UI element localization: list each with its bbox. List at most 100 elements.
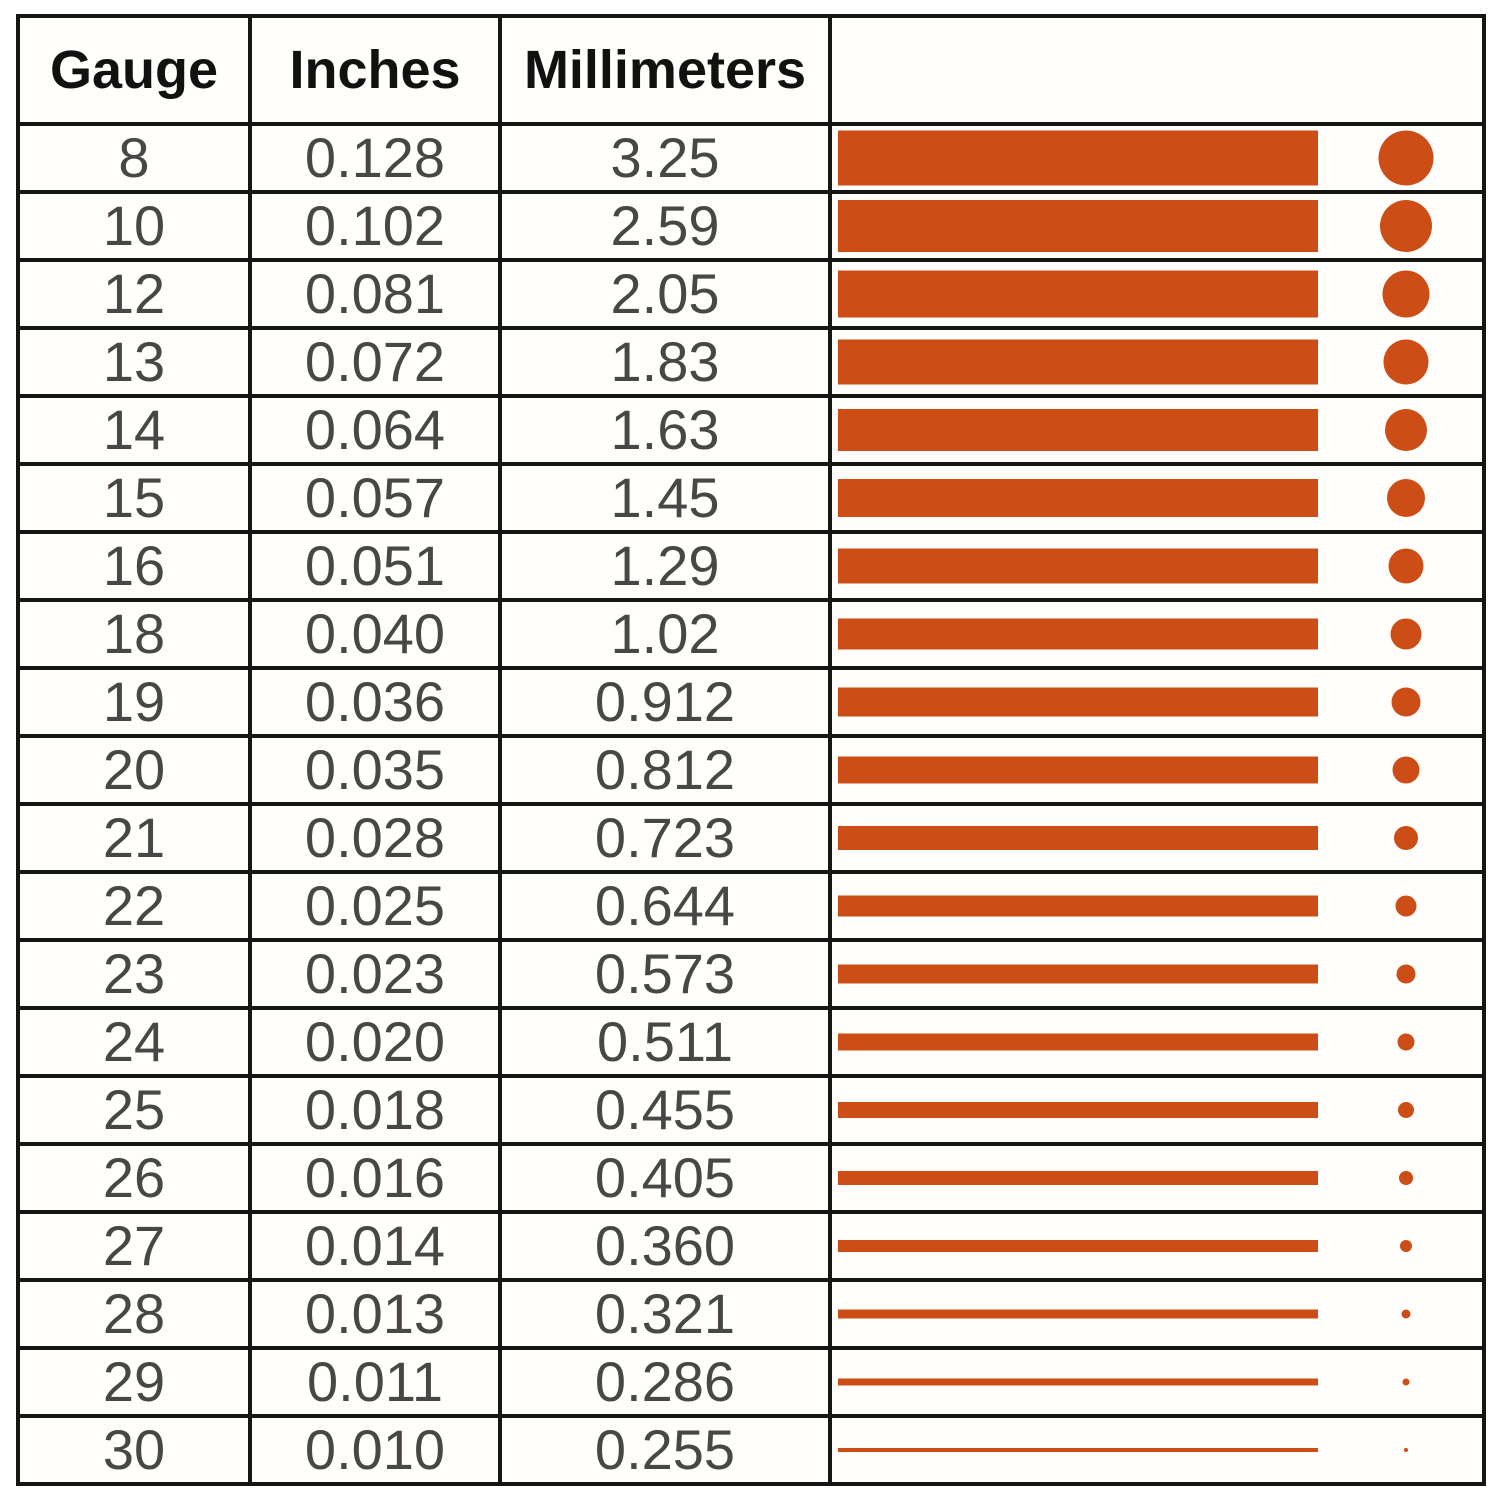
table-row: 15 0.057 1.45 [20,462,1482,530]
millimeters-value: 0.405 [502,1146,832,1210]
inches-value: 0.023 [252,942,502,1006]
millimeters-value: 2.59 [502,194,832,258]
wire-size-visual [832,942,1482,1006]
column-header-millimeters: Millimeters [502,18,832,122]
inches-value: 0.051 [252,534,502,598]
wire-cross-section-dot [1402,1378,1410,1386]
gauge-value: 30 [20,1418,252,1482]
wire-cross-section-dot [1399,1171,1413,1185]
wire-cross-section-dot [1378,130,1434,186]
wire-size-visual [832,1418,1482,1482]
millimeters-value: 0.455 [502,1078,832,1142]
wire-size-visual [832,466,1482,530]
table-row: 14 0.064 1.63 [20,394,1482,462]
table-row: 23 0.023 0.573 [20,938,1482,1006]
inches-value: 0.064 [252,398,502,462]
millimeters-value: 1.63 [502,398,832,462]
wire-cross-section-dot [1400,1240,1412,1252]
wire-thickness-bar [838,130,1318,186]
inches-value: 0.010 [252,1418,502,1482]
wire-thickness-bar [838,1171,1318,1185]
wire-thickness-bar [838,826,1318,850]
inches-value: 0.020 [252,1010,502,1074]
gauge-value: 26 [20,1146,252,1210]
millimeters-value: 0.255 [502,1418,832,1482]
gauge-value: 16 [20,534,252,598]
inches-value: 0.028 [252,806,502,870]
table-row: 30 0.010 0.255 [20,1414,1482,1482]
gauge-value: 13 [20,330,252,394]
wire-cross-section-dot [1392,756,1420,784]
wire-cross-section-dot [1394,826,1418,850]
wire-thickness-bar [838,1102,1318,1118]
gauge-value: 12 [20,262,252,326]
table-row: 26 0.016 0.405 [20,1142,1482,1210]
wire-size-visual [832,1214,1482,1278]
millimeters-value: 0.286 [502,1350,832,1414]
inches-value: 0.035 [252,738,502,802]
wire-cross-section-dot [1380,200,1432,252]
inches-value: 0.036 [252,670,502,734]
table-header-row: Gauge Inches Millimeters [20,18,1482,122]
millimeters-value: 0.573 [502,942,832,1006]
gauge-value: 10 [20,194,252,258]
column-header-inches: Inches [252,18,502,122]
wire-size-visual [832,262,1482,326]
table-row: 18 0.040 1.02 [20,598,1482,666]
inches-value: 0.081 [252,262,502,326]
wire-thickness-bar [838,618,1318,650]
millimeters-value: 0.360 [502,1214,832,1278]
table-row: 10 0.102 2.59 [20,190,1482,258]
wire-size-visual [832,874,1482,938]
gauge-value: 22 [20,874,252,938]
wire-thickness-bar [838,1448,1318,1452]
wire-size-visual [832,1078,1482,1142]
millimeters-value: 0.644 [502,874,832,938]
wire-cross-section-dot [1391,687,1421,717]
wire-cross-section-dot [1397,1033,1415,1051]
wire-size-visual [832,670,1482,734]
wire-cross-section-dot [1395,895,1417,917]
millimeters-value: 3.25 [502,126,832,190]
wire-cross-section-dot [1382,270,1430,318]
wire-cross-section-dot [1383,339,1429,385]
table-row: 22 0.025 0.644 [20,870,1482,938]
gauge-value: 28 [20,1282,252,1346]
inches-value: 0.102 [252,194,502,258]
gauge-value: 14 [20,398,252,462]
table-row: 29 0.011 0.286 [20,1346,1482,1414]
wire-thickness-bar [838,1240,1318,1252]
wire-thickness-bar [838,409,1318,451]
gauge-value: 18 [20,602,252,666]
column-header-gauge: Gauge [20,18,252,122]
wire-cross-section-dot [1385,409,1427,451]
wire-thickness-bar [838,1378,1318,1386]
millimeters-value: 1.29 [502,534,832,598]
wire-thickness-bar [838,964,1318,984]
wire-thickness-bar [838,339,1318,385]
wire-cross-section-dot [1396,964,1416,984]
wire-cross-section-dot [1401,1309,1411,1319]
wire-size-visual [832,806,1482,870]
inches-value: 0.025 [252,874,502,938]
wire-cross-section-dot [1387,479,1425,517]
wire-thickness-bar [838,200,1318,252]
table-row: 27 0.014 0.360 [20,1210,1482,1278]
table-row: 25 0.018 0.455 [20,1074,1482,1142]
millimeters-value: 1.45 [502,466,832,530]
inches-value: 0.018 [252,1078,502,1142]
inches-value: 0.040 [252,602,502,666]
table-row: 21 0.028 0.723 [20,802,1482,870]
wire-thickness-bar [838,756,1318,784]
wire-size-visual [832,1282,1482,1346]
wire-thickness-bar [838,1309,1318,1319]
column-header-visual [832,18,1482,122]
inches-value: 0.011 [252,1350,502,1414]
gauge-value: 19 [20,670,252,734]
inches-value: 0.014 [252,1214,502,1278]
table-row: 16 0.051 1.29 [20,530,1482,598]
wire-size-visual [832,1010,1482,1074]
wire-size-visual [832,126,1482,190]
wire-thickness-bar [838,687,1318,717]
wire-gauge-table: Gauge Inches Millimeters 8 0.128 3.25 10… [16,14,1486,1486]
